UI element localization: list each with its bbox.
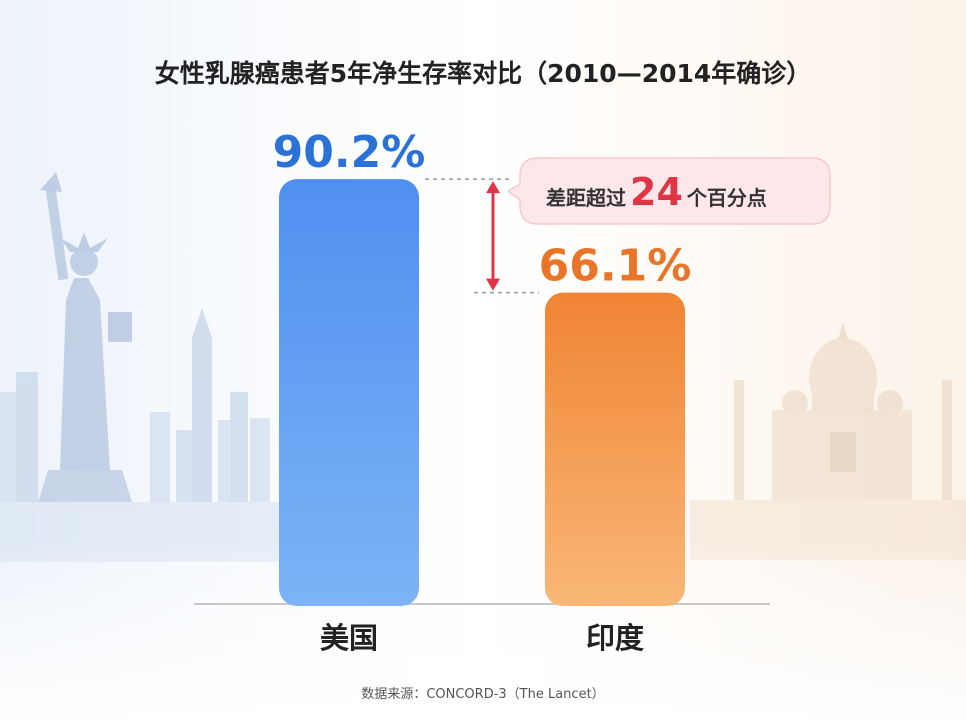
chart-title: 女性乳腺癌患者5年净生存率对比（2010—2014年确诊） (155, 59, 812, 88)
background-fade (0, 540, 966, 725)
gap-arrow-icon (486, 181, 500, 291)
source-note: 数据来源：CONCORD-3（The Lancet） (361, 687, 604, 702)
bar-india (545, 292, 685, 606)
taj-mahal-illustration (690, 322, 966, 560)
statue-of-liberty-icon (38, 172, 132, 502)
callout-suffix: 个百分点 (686, 186, 767, 210)
value-label-india: 66.1% (539, 241, 692, 292)
callout-bubble (506, 157, 831, 225)
callout-number: 24 (630, 170, 683, 214)
value-label-usa: 90.2% (273, 127, 426, 178)
bar-usa (279, 179, 419, 606)
gap-callout: 差距超过 24 个百分点 (506, 157, 831, 225)
callout-prefix: 差距超过 (546, 186, 626, 210)
new-york-skyline-illustration (0, 308, 280, 562)
category-label-usa: 美国 (320, 621, 378, 655)
category-label-india: 印度 (586, 621, 644, 655)
